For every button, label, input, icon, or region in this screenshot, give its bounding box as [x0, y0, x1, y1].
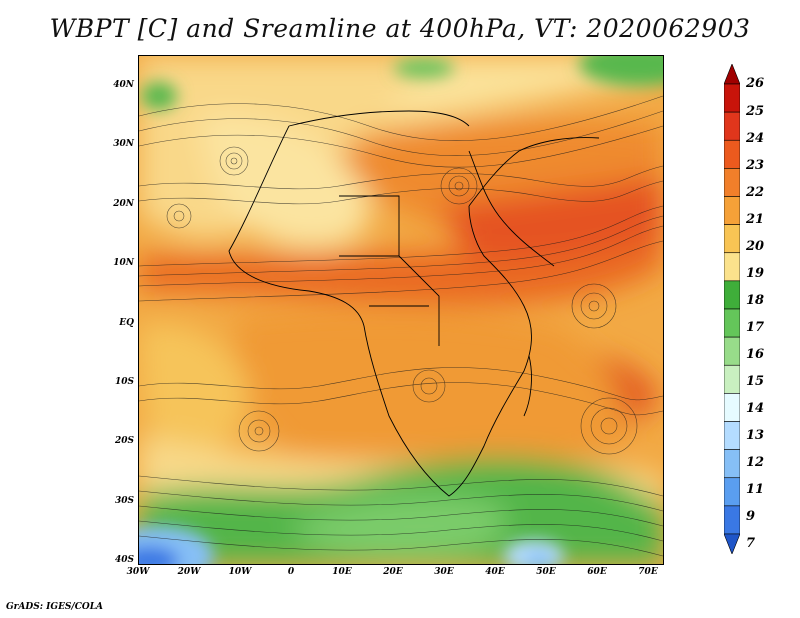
credit-text: GrADS: IGES/COLA — [6, 602, 104, 612]
colorbar-label: 18 — [746, 293, 765, 308]
lon-label-0: 0 — [287, 567, 295, 577]
colorbar — [724, 64, 740, 554]
lon-label-60e: 60E — [587, 567, 607, 577]
colorbar-segment — [724, 393, 740, 422]
colorbar-label: 20 — [746, 239, 765, 254]
colorbar-label: 21 — [746, 212, 765, 227]
colorbar-segment — [724, 477, 740, 507]
colorbar-label: 25 — [746, 104, 765, 119]
lat-label-40n: 40N — [113, 80, 134, 90]
colorbar-segment — [724, 252, 740, 282]
lon-label-50e: 50E — [536, 567, 556, 577]
colorbar-label: 23 — [746, 158, 765, 173]
colorbar-segment — [724, 111, 740, 141]
lon-label-20w: 20W — [177, 567, 201, 577]
lat-label-30n: 30N — [113, 139, 134, 149]
colorbar-segment — [724, 505, 740, 535]
lat-label-eq: EQ — [119, 318, 134, 328]
lat-label-20n: 20N — [113, 199, 134, 209]
colorbar-label: 26 — [746, 76, 765, 91]
colorbar-segment — [724, 168, 740, 197]
colorbar-label: 16 — [746, 347, 765, 362]
colorbar-label: 19 — [746, 266, 765, 281]
lat-label-30s: 30S — [114, 496, 134, 506]
lat-label-20s: 20S — [114, 436, 134, 446]
lon-label-30e: 30E — [434, 567, 454, 577]
colorbar-segment — [724, 533, 740, 554]
colorbar-segment — [724, 196, 740, 225]
colorbar-label: 9 — [746, 509, 756, 524]
colorbar-label: 11 — [746, 482, 765, 497]
lon-label-70e: 70E — [638, 567, 658, 577]
lon-label-20e: 20E — [383, 567, 403, 577]
chart-title: WBPT [C] and Sreamline at 400hPa, VT: 20… — [49, 14, 751, 43]
lat-label-10n: 10N — [113, 258, 134, 268]
colorbar-label: 13 — [746, 428, 765, 443]
lat-label-10s: 10S — [114, 377, 134, 387]
colorbar-label: 17 — [746, 320, 765, 335]
colorbar-segment — [724, 308, 740, 338]
colorbar-segment — [724, 280, 740, 310]
colorbar-segment — [724, 421, 740, 450]
colorbar-label: 22 — [746, 185, 765, 200]
colorbar-segment — [724, 364, 740, 394]
colorbar-segment — [724, 224, 740, 254]
colorbar-label: 12 — [746, 455, 765, 470]
lat-label-40s: 40S — [114, 555, 134, 565]
wbpt-field — [139, 56, 663, 564]
streamlines — [139, 95, 663, 557]
weather-map — [138, 55, 664, 565]
colorbar-label: 24 — [746, 131, 765, 146]
colorbar-label: 15 — [746, 374, 765, 389]
colorbar-label: 7 — [746, 536, 756, 551]
lon-label-40e: 40E — [485, 567, 505, 577]
colorbar-segment — [724, 336, 740, 366]
colorbar-label: 14 — [746, 401, 765, 416]
colorbar-segment — [724, 83, 740, 113]
lon-label-30w: 30W — [126, 567, 150, 577]
colorbar-segment — [724, 139, 740, 169]
lon-label-10e: 10E — [332, 567, 352, 577]
coastlines — [228, 110, 600, 497]
colorbar-segment — [724, 64, 740, 85]
lon-label-10w: 10W — [228, 567, 252, 577]
colorbar-segment — [724, 449, 740, 479]
